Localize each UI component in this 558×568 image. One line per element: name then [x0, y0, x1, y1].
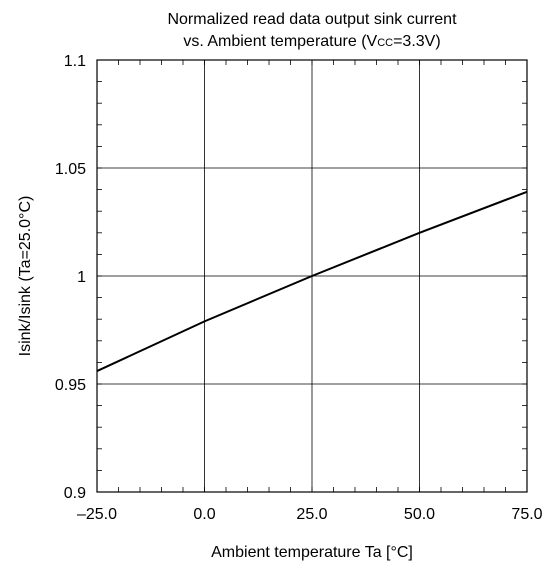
- y-tick-label: 0.95: [55, 377, 86, 394]
- x-axis-label: Ambient temperature Ta [°C]: [211, 544, 413, 561]
- minor-ticks: [97, 60, 527, 492]
- series: [96, 190, 528, 372]
- x-tick-label: –25.0: [77, 506, 117, 523]
- chart-title-line-1: Normalized read data output sink current: [167, 11, 457, 28]
- x-tick-label: 25.0: [296, 506, 327, 523]
- x-tick-label: 0.0: [193, 506, 215, 523]
- y-tick-label: 0.9: [64, 485, 86, 502]
- title-suffix: =3.3V): [393, 33, 441, 50]
- plot-area-frame: [96, 59, 528, 493]
- title-subscript: CC: [377, 37, 393, 49]
- chart-title-line-2: vs. Ambient temperature (VCC=3.3V): [183, 33, 440, 50]
- y-tick-label: 1.05: [55, 161, 86, 178]
- x-tick-label: 50.0: [404, 506, 435, 523]
- series-line: [96, 190, 528, 372]
- y-tick-labels: 0.9 0.95 1 1.05 1.1: [55, 53, 86, 502]
- x-tick-label: 75.0: [511, 506, 542, 523]
- x-tick-labels: –25.0 0.0 25.0 50.0 75.0: [77, 506, 543, 523]
- y-tick-label: 1.1: [64, 53, 86, 70]
- title-prefix: vs. Ambient temperature (V: [183, 33, 377, 50]
- y-axis-label: Isink/Isink (Ta=25.0°C): [17, 196, 34, 357]
- y-tick-label: 1: [77, 269, 86, 286]
